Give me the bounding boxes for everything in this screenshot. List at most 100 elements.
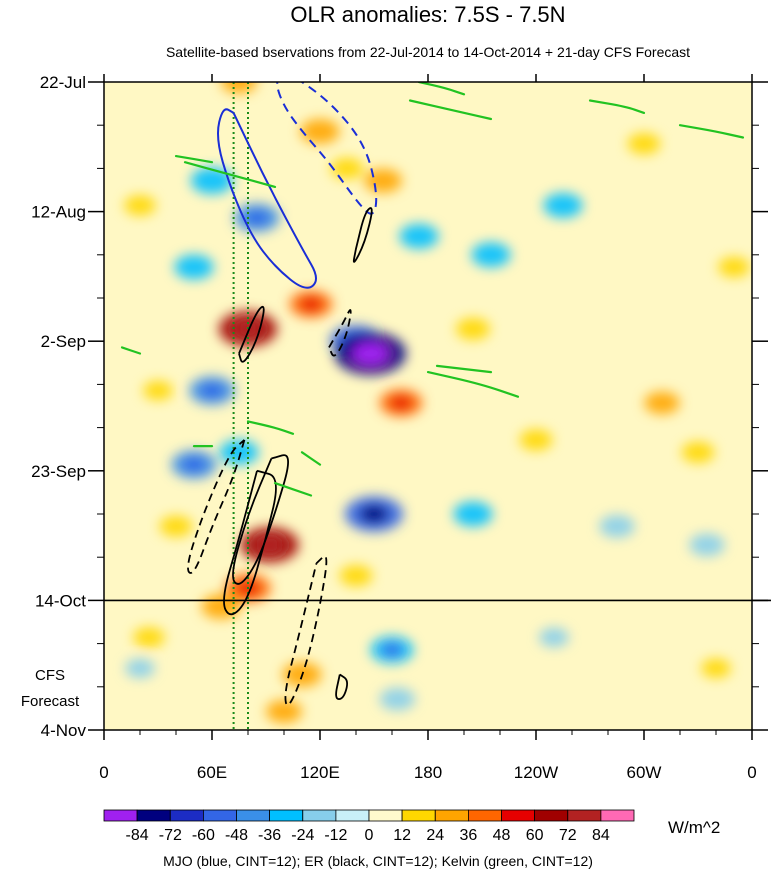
- colorbar-box-2: [169, 809, 204, 822]
- colorbar-label-7: 0: [365, 827, 374, 844]
- anomaly-blob-40: [125, 658, 155, 678]
- anomaly-blob-0: [221, 82, 257, 94]
- colorbar-box-14: [567, 809, 602, 822]
- anomaly-blob-37: [519, 429, 553, 451]
- colorbar-box-3: [202, 809, 237, 822]
- colorbar-box-11: [467, 809, 502, 822]
- anomaly-core-5: [245, 210, 269, 225]
- anomaly-blob-24: [266, 700, 302, 723]
- mjo-contour-0: [217, 108, 317, 289]
- y-tick-label-4: 14-Oct: [35, 591, 86, 610]
- kelvin-contour-8: [246, 420, 295, 435]
- anomaly-blob-41: [701, 658, 731, 678]
- kelvin-contour-11: [300, 451, 322, 466]
- anomaly-blob-42: [143, 380, 173, 401]
- anomaly-layer: [124, 82, 750, 723]
- axis-layer: 0 60E 120E 180 120W 60W 0 22-Jul 12-Aug 2-Sep 23-S…: [31, 73, 771, 782]
- colorbar-box-15: [600, 809, 635, 822]
- colorbar-label-2: -60: [192, 827, 215, 844]
- colorbar-label-9: 24: [426, 827, 444, 844]
- chart-subtitle: Satellite-based bservations from 22-Jul-…: [166, 44, 690, 60]
- anomaly-core-12: [300, 297, 322, 311]
- colorbar-label-4: -36: [258, 827, 281, 844]
- kelvin-contour-3: [678, 124, 745, 139]
- anomaly-core-16: [200, 383, 224, 398]
- chart-title: OLR anomalies: 7.5S - 7.5N: [290, 2, 565, 27]
- anomaly-blob-34: [681, 441, 715, 463]
- anomaly-core-19: [255, 536, 285, 554]
- colorbar-box-12: [501, 809, 535, 822]
- plot-area: [104, 82, 752, 730]
- anomaly-blob-9: [543, 193, 583, 218]
- anomaly-blob-10: [364, 168, 402, 193]
- y-tick-label-2: 2-Sep: [41, 332, 86, 351]
- colorbar: -84 -72 -60 -48 -36 -24 -12 0 12 24 36 48 60 72 84: [103, 809, 635, 844]
- colorbar-box-1: [136, 809, 171, 822]
- colorbar-box-9: [401, 809, 436, 822]
- er-contour-7: [335, 673, 349, 701]
- anomaly-core-25: [381, 643, 403, 657]
- kelvin-contour-5: [183, 161, 277, 188]
- colorbar-label-12: 60: [526, 827, 544, 844]
- colorbar-label-3: -48: [225, 827, 248, 844]
- kelvin-contour-6: [426, 371, 520, 398]
- anomaly-blob-30: [689, 533, 725, 557]
- anomaly-blob-26: [379, 687, 416, 711]
- forecast-label-line2: Forecast: [21, 693, 80, 710]
- y-tick-label-3: 23-Sep: [31, 462, 86, 481]
- anomaly-blob-7: [399, 223, 439, 249]
- anomaly-blob-8: [471, 242, 511, 268]
- x-tick-label-4: 120W: [514, 763, 558, 782]
- x-tick-label-0: 0: [99, 763, 108, 782]
- anomaly-blob-21: [201, 594, 241, 619]
- colorbar-box-6: [302, 809, 337, 822]
- x-tick-label-1: 60E: [197, 763, 227, 782]
- colorbar-box-8: [368, 809, 403, 822]
- kelvin-contour-9: [120, 346, 142, 355]
- colorbar-box-0: [103, 809, 138, 822]
- anomaly-blob-35: [133, 627, 165, 648]
- colorbar-label-1: -72: [159, 827, 182, 844]
- anomaly-blob-4: [190, 167, 234, 194]
- anomaly-blob-1: [300, 118, 340, 144]
- colorbar-label-5: -24: [291, 827, 314, 844]
- anomaly-blob-2: [330, 157, 364, 179]
- anomaly-blob-31: [644, 391, 680, 415]
- anomaly-core-18: [182, 457, 206, 472]
- x-tick-label-5: 60W: [627, 763, 662, 782]
- colorbar-label-11: 48: [493, 827, 511, 844]
- kelvin-contour-4: [174, 155, 214, 164]
- anomaly-blob-27: [339, 565, 373, 587]
- er-contour-0: [328, 309, 352, 357]
- colorbar-label-0: -84: [126, 827, 149, 844]
- colorbar-label-13: 72: [559, 827, 577, 844]
- colorbar-box-5: [269, 809, 304, 822]
- colorbar-units: W/m^2: [668, 818, 720, 837]
- anomaly-blob-32: [159, 515, 193, 537]
- anomaly-blob-6: [174, 254, 214, 280]
- colorbar-box-7: [335, 809, 370, 822]
- kelvin-contour-2: [588, 99, 646, 114]
- y-tick-label-5: 4-Nov: [41, 721, 87, 740]
- er-contour-1: [352, 207, 373, 263]
- anomaly-blob-33: [718, 256, 750, 278]
- colorbar-label-14: 84: [592, 827, 610, 844]
- colorbar-label-8: 12: [393, 827, 411, 844]
- colorbar-box-10: [434, 809, 469, 822]
- forecast-label-line1: CFS: [35, 667, 65, 684]
- y-tick-label-0: 22-Jul: [40, 73, 86, 92]
- x-tick-label-6: 0: [747, 763, 756, 782]
- colorbar-label-10: 36: [460, 827, 478, 844]
- y-tick-label-1: 12-Aug: [31, 203, 86, 222]
- contour-legend-footer: MJO (blue, CINT=12); ER (black, CINT=12)…: [163, 853, 593, 869]
- anomaly-blob-28: [453, 501, 493, 527]
- anomaly-blob-36: [456, 317, 490, 340]
- kelvin-contour-0: [408, 99, 493, 121]
- colorbar-box-13: [534, 809, 569, 822]
- kelvin-contour-12: [273, 482, 313, 497]
- anomaly-blob-3: [124, 195, 156, 216]
- anomaly-core-22: [359, 505, 389, 523]
- anomaly-core-14: [352, 342, 389, 365]
- colorbar-label-6: -12: [324, 827, 347, 844]
